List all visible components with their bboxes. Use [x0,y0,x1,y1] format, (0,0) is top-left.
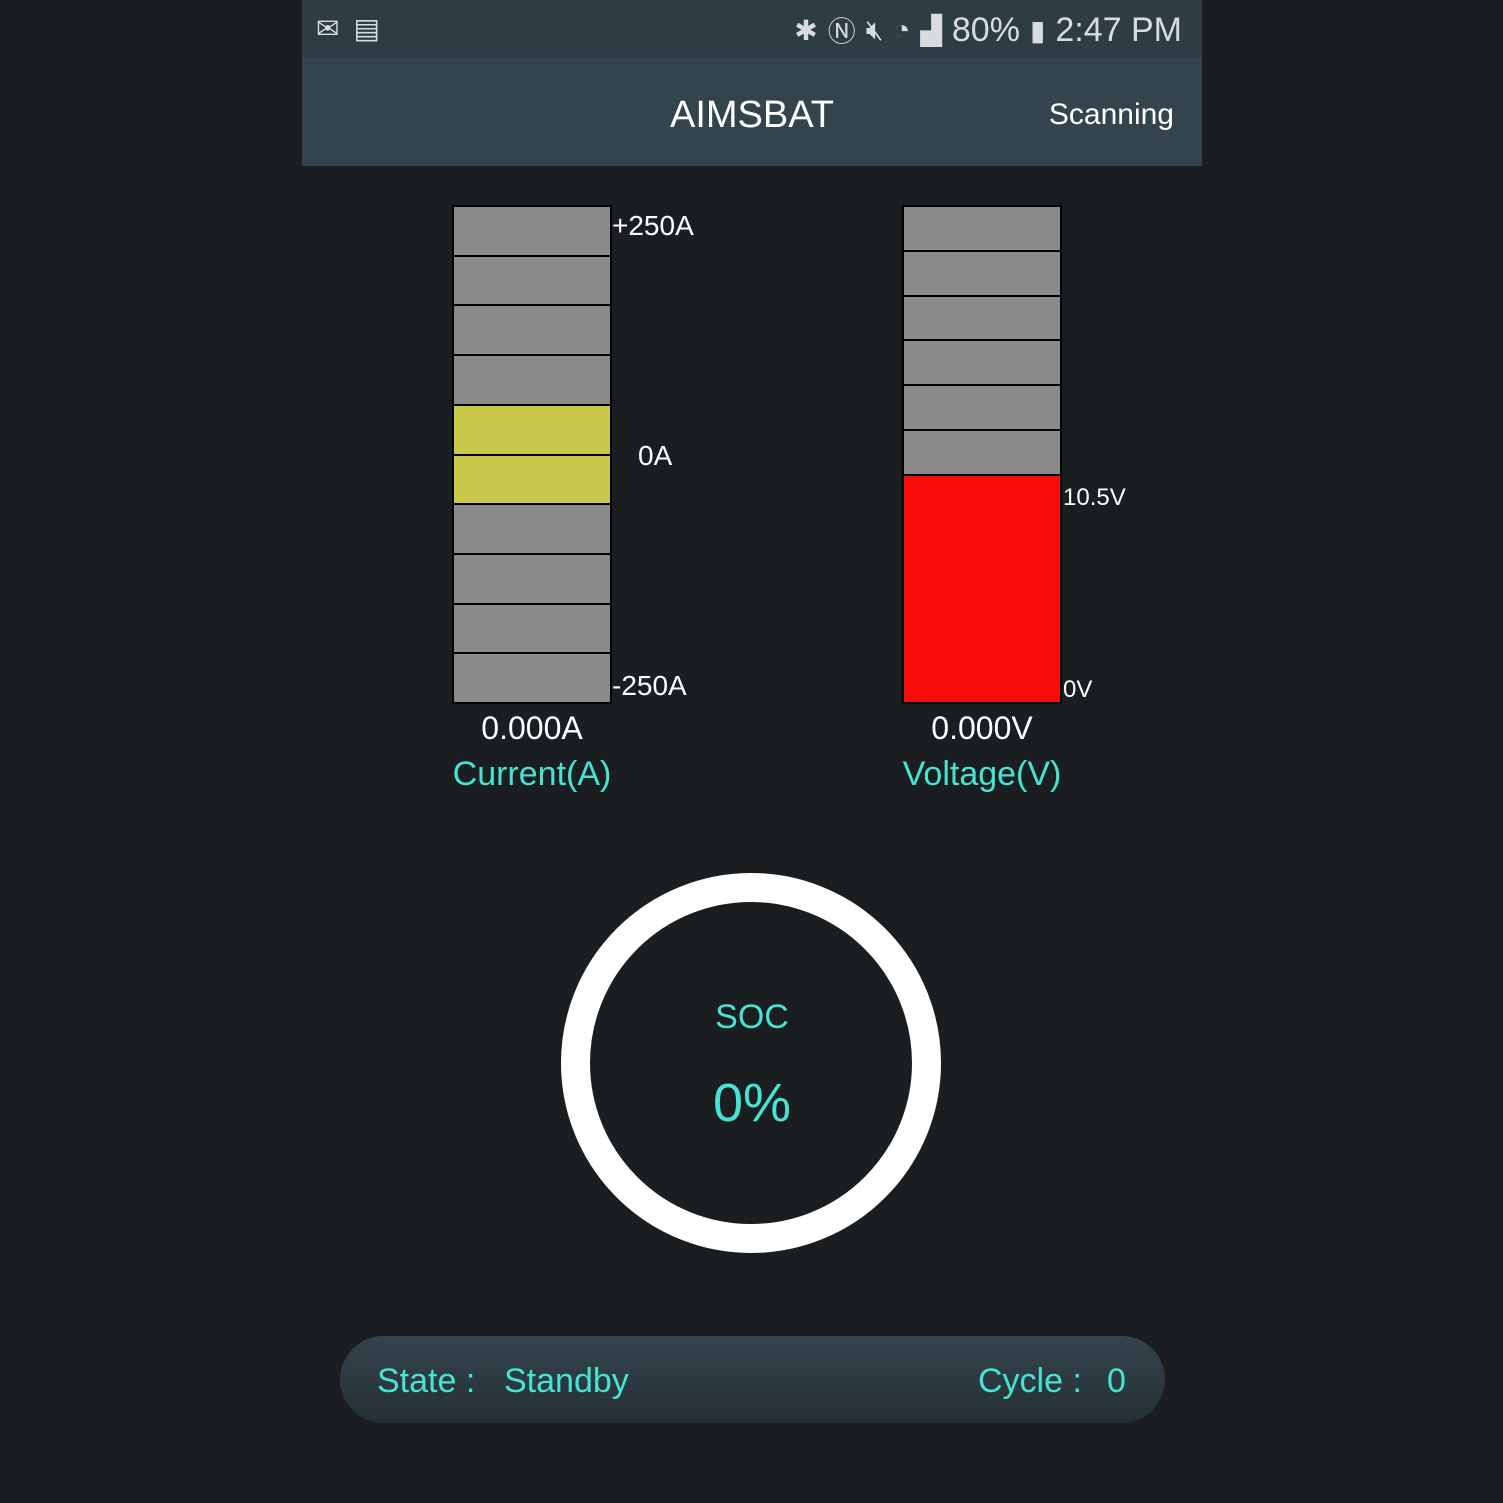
app-title: AIMSBAT [670,94,834,136]
current-segment [454,654,610,703]
current-segment [454,505,610,553]
scan-button[interactable]: Scanning [1048,98,1174,131]
current-segment [454,604,610,653]
current-segment [454,356,610,404]
bluetooth-icon: ✱ [794,14,818,46]
current-min-label: -250A [612,670,687,701]
cycle-label: Cycle : [978,1362,1082,1400]
signal-icon: ▟ [920,14,942,46]
voltage-segment [904,251,1060,295]
current-value: 0.000A [481,710,583,746]
voltage-segment [904,207,1060,250]
clock: 2:47 PM [1055,10,1182,49]
current-zero-label: 0A [638,440,673,471]
current-segment [454,455,610,504]
voltage-segment [904,430,1060,474]
mute-icon: 🔇︎ [865,13,884,45]
cycle-value: 0 [1107,1362,1126,1400]
sim-x-icon: ▤ [353,13,380,44]
state-value: Standby [504,1362,629,1400]
soc-value: 0% [712,1073,792,1133]
voltage-fill [904,475,1060,703]
toolbar: AIMSBAT Scanning [302,58,1202,166]
current-caption: Current(A) [452,755,612,793]
current-segment [454,207,610,255]
voltage-segment [904,386,1060,429]
battery-charging-icon: ▮ [1029,14,1046,46]
current-segment [454,306,610,355]
current-segment [454,554,610,603]
current-segment [454,256,610,305]
nfc-icon: Ⓝ [827,16,856,47]
current-max-label: +250A [612,210,694,241]
voltage-value: 0.000V [931,710,1033,746]
status-bar: ✉ ▤ ✱ Ⓝ 🔇︎ ◔ ▟ 80% ▮ 2:47 PM [302,0,1202,58]
soc-label: SOC [715,998,789,1036]
battery-percent: 80% [951,10,1020,49]
wifi-icon: ◔ [893,14,911,45]
voltage-caption: Voltage(V) [902,755,1062,793]
current-segment [454,405,610,454]
voltage-bar-gauge [902,205,1062,704]
app-screen: ✉ ▤ ✱ Ⓝ 🔇︎ ◔ ▟ 80% ▮ 2:47 PM AIMSBAT Sca… [302,0,1202,1503]
voltage-segment [904,296,1060,340]
gallery-mail-icon: ✉ [316,13,340,44]
soc-ring [561,873,941,1253]
current-bar-gauge [452,205,612,704]
voltage-low-label: 0V [1063,676,1093,703]
voltage-segment [904,341,1060,384]
state-label: State : [377,1362,476,1400]
status-panel: State : Standby Cycle : 0 [340,1336,1165,1423]
voltage-high-label: 10.5V [1063,484,1126,511]
